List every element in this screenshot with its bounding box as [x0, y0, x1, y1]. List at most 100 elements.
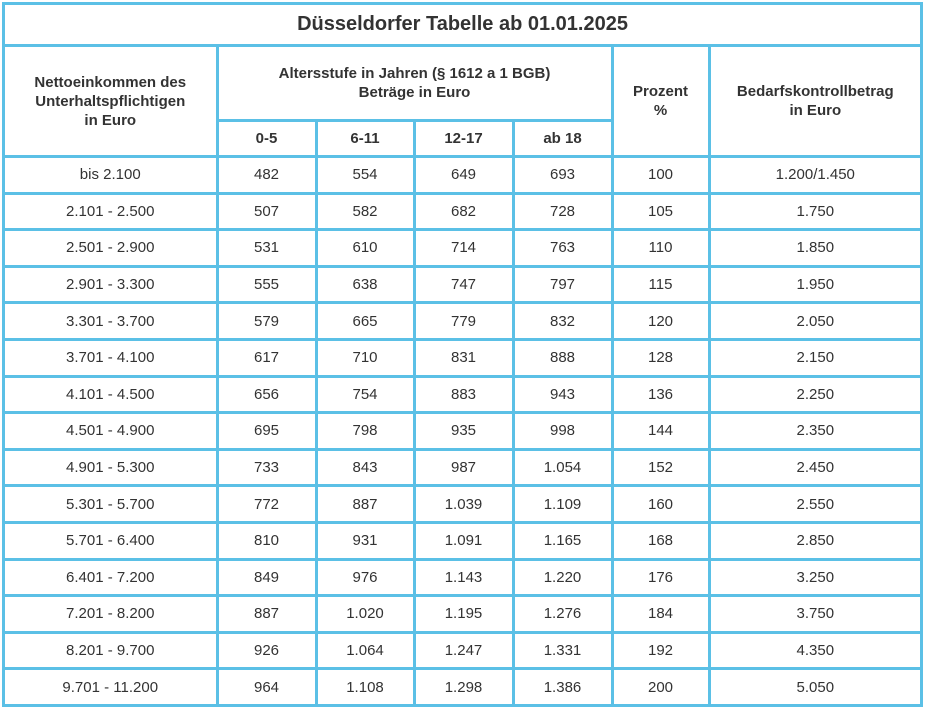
cell-age-18-plus: 998 — [511, 411, 614, 451]
cell-age-6-11: 1.020 — [314, 594, 416, 634]
table-body: bis 2.100 482 554 649 693 100 1.200/1.450 2.101… — [5, 155, 921, 704]
header-age-group: Altersstufe in Jahren (§ 1612 a 1 BGB) B… — [215, 44, 614, 122]
cell-age-0-5: 482 — [215, 155, 318, 195]
cell-age-12-17: 1.091 — [412, 520, 515, 561]
cell-income: 3.301 - 3.700 — [5, 301, 219, 341]
cell-age-12-17: 779 — [412, 301, 515, 341]
cell-age-18-plus: 1.109 — [511, 484, 614, 524]
table-row: 4.501 - 4.900 695 798 935 998 144 2.350 — [5, 411, 921, 451]
cell-percent: 160 — [610, 484, 711, 524]
cell-percent: 115 — [610, 264, 711, 305]
cell-age-18-plus: 1.331 — [511, 630, 614, 671]
cell-income: bis 2.100 — [5, 155, 219, 195]
cell-control-amount: 2.550 — [707, 484, 921, 524]
cell-percent: 176 — [610, 557, 711, 598]
cell-age-6-11: 754 — [314, 374, 416, 415]
cell-age-0-5: 656 — [215, 374, 318, 415]
cell-age-18-plus: 832 — [511, 301, 614, 341]
cell-age-6-11: 1.064 — [314, 630, 416, 671]
cell-income: 7.201 - 8.200 — [5, 594, 219, 634]
cell-percent: 200 — [610, 667, 711, 704]
cell-age-6-11: 582 — [314, 191, 416, 232]
cell-income: 2.101 - 2.500 — [5, 191, 219, 232]
cell-age-12-17: 1.143 — [412, 557, 515, 598]
cell-age-6-11: 638 — [314, 264, 416, 305]
cell-age-18-plus: 943 — [511, 374, 614, 415]
table-row: 9.701 - 11.200 964 1.108 1.298 1.386 200 5.050 — [5, 667, 921, 704]
cell-age-0-5: 617 — [215, 337, 318, 378]
cell-age-6-11: 798 — [314, 411, 416, 451]
cell-control-amount: 1.950 — [707, 264, 921, 305]
table-row: 7.201 - 8.200 887 1.020 1.195 1.276 184 3.750 — [5, 594, 921, 634]
cell-age-18-plus: 1.386 — [511, 667, 614, 704]
table-row: 2.101 - 2.500 507 582 682 728 105 1.750 — [5, 191, 921, 232]
cell-age-12-17: 682 — [412, 191, 515, 232]
header-income: Nettoeinkommen des Unterhaltspflichtigen… — [5, 44, 219, 158]
table-row: 4.101 - 4.500 656 754 883 943 136 2.250 — [5, 374, 921, 415]
cell-income: 4.901 - 5.300 — [5, 447, 219, 488]
cell-income: 5.301 - 5.700 — [5, 484, 219, 524]
table-row: 2.501 - 2.900 531 610 714 763 110 1.850 — [5, 228, 921, 268]
table-row: 3.701 - 4.100 617 710 831 888 128 2.150 — [5, 337, 921, 378]
cell-control-amount: 2.350 — [707, 411, 921, 451]
cell-control-amount: 5.050 — [707, 667, 921, 704]
cell-control-amount: 2.450 — [707, 447, 921, 488]
cell-control-amount: 2.850 — [707, 520, 921, 561]
table-title: Düsseldorfer Tabelle ab 01.01.2025 — [5, 5, 921, 47]
cell-age-12-17: 714 — [412, 228, 515, 268]
table-row: 6.401 - 7.200 849 976 1.143 1.220 176 3.250 — [5, 557, 921, 598]
cell-age-6-11: 665 — [314, 301, 416, 341]
cell-age-0-5: 964 — [215, 667, 318, 704]
cell-age-12-17: 883 — [412, 374, 515, 415]
cell-age-6-11: 843 — [314, 447, 416, 488]
header-percent: Prozent % — [610, 44, 711, 158]
cell-age-0-5: 849 — [215, 557, 318, 598]
cell-percent: 184 — [610, 594, 711, 634]
cell-control-amount: 1.850 — [707, 228, 921, 268]
header-age-12-17: 12-17 — [412, 119, 515, 158]
cell-control-amount: 1.200/1.450 — [707, 155, 921, 195]
cell-age-12-17: 1.039 — [412, 484, 515, 524]
cell-control-amount: 3.250 — [707, 557, 921, 598]
cell-age-18-plus: 1.276 — [511, 594, 614, 634]
cell-control-amount: 1.750 — [707, 191, 921, 232]
cell-percent: 152 — [610, 447, 711, 488]
cell-control-amount: 3.750 — [707, 594, 921, 634]
cell-percent: 128 — [610, 337, 711, 378]
cell-age-0-5: 733 — [215, 447, 318, 488]
cell-income: 3.701 - 4.100 — [5, 337, 219, 378]
cell-age-18-plus: 1.165 — [511, 520, 614, 561]
cell-age-6-11: 554 — [314, 155, 416, 195]
cell-age-18-plus: 797 — [511, 264, 614, 305]
cell-percent: 168 — [610, 520, 711, 561]
header-control-amount: Bedarfskontrollbetrag in Euro — [707, 44, 921, 158]
cell-income: 9.701 - 11.200 — [5, 667, 219, 704]
cell-age-0-5: 695 — [215, 411, 318, 451]
cell-age-12-17: 747 — [412, 264, 515, 305]
cell-age-0-5: 926 — [215, 630, 318, 671]
cell-age-0-5: 810 — [215, 520, 318, 561]
cell-income: 8.201 - 9.700 — [5, 630, 219, 671]
cell-income: 2.501 - 2.900 — [5, 228, 219, 268]
cell-control-amount: 2.050 — [707, 301, 921, 341]
cell-age-6-11: 710 — [314, 337, 416, 378]
cell-age-12-17: 649 — [412, 155, 515, 195]
cell-control-amount: 2.150 — [707, 337, 921, 378]
cell-age-12-17: 935 — [412, 411, 515, 451]
table-row: 4.901 - 5.300 733 843 987 1.054 152 2.450 — [5, 447, 921, 488]
cell-control-amount: 2.250 — [707, 374, 921, 415]
cell-percent: 192 — [610, 630, 711, 671]
cell-age-18-plus: 728 — [511, 191, 614, 232]
cell-age-0-5: 507 — [215, 191, 318, 232]
cell-percent: 136 — [610, 374, 711, 415]
cell-age-0-5: 531 — [215, 228, 318, 268]
header-age-6-11: 6-11 — [314, 119, 416, 158]
cell-percent: 105 — [610, 191, 711, 232]
cell-age-12-17: 987 — [412, 447, 515, 488]
cell-percent: 110 — [610, 228, 711, 268]
cell-age-0-5: 772 — [215, 484, 318, 524]
cell-age-18-plus: 1.220 — [511, 557, 614, 598]
cell-age-0-5: 579 — [215, 301, 318, 341]
table-row: 5.701 - 6.400 810 931 1.091 1.165 168 2.850 — [5, 520, 921, 561]
cell-age-12-17: 1.298 — [412, 667, 515, 704]
